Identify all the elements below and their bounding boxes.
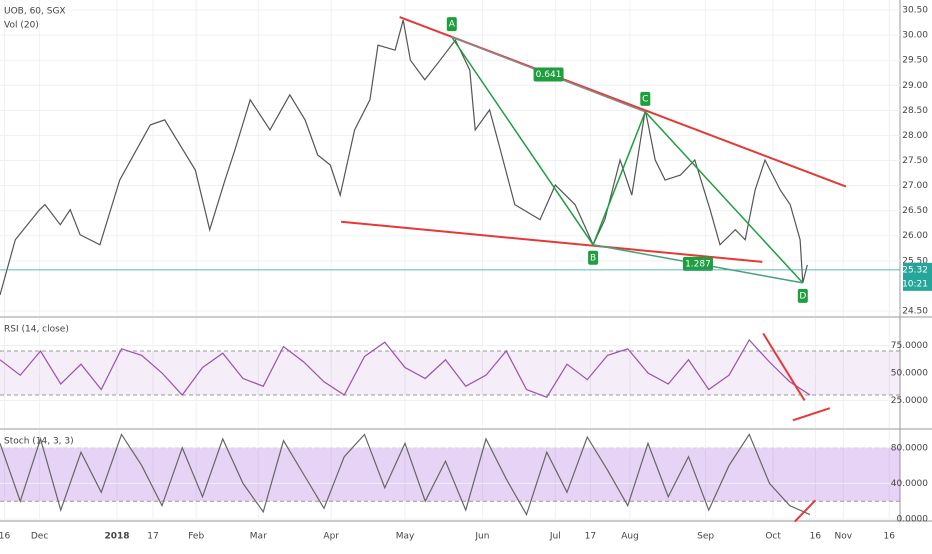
series-line	[0, 433, 811, 517]
pattern-point-label: C	[642, 94, 648, 104]
x-tick-label: Sep	[697, 532, 714, 542]
trendline	[793, 499, 817, 523]
x-tick-label: 16	[810, 532, 822, 542]
y-tick-label: 29.00	[902, 81, 928, 91]
pattern-leg	[592, 111, 646, 246]
x-tick-label: Oct	[765, 532, 781, 542]
ratio-badge	[533, 67, 564, 82]
y-tick-label: 40.0000	[891, 479, 928, 489]
y-tick-label: 28.00	[902, 131, 928, 141]
y-tick-label: 75.0000	[891, 341, 928, 351]
x-tick-label: May	[396, 532, 415, 542]
y-tick-label: 0.0000	[897, 515, 929, 525]
pattern-point-label: D	[799, 291, 806, 301]
x-tick-label: 17	[147, 532, 158, 542]
panel-title: UOB, 60, SGX	[4, 7, 66, 17]
ratio-badge	[682, 256, 713, 271]
last-price-badge	[903, 262, 932, 291]
pattern-leg	[451, 36, 594, 246]
pattern-point-label: A	[449, 20, 456, 30]
panel-title: Stoch (14, 3, 3)	[4, 437, 74, 447]
y-tick-label: 50.0000	[891, 369, 928, 379]
y-tick-label: 29.50	[902, 56, 928, 66]
x-tick-label: 2018	[104, 532, 129, 542]
series-line	[0, 19, 808, 296]
y-tick-label: 24.50	[902, 306, 928, 316]
pattern-leg	[644, 111, 804, 284]
panel-title: RSI (14, close)	[4, 325, 69, 335]
band	[0, 447, 900, 502]
x-tick-label: Feb	[188, 532, 204, 542]
y-tick-label: 25.0000	[891, 396, 928, 406]
y-tick-label: 30.00	[902, 31, 928, 41]
y-tick-label: 30.50	[902, 6, 928, 16]
trendline	[762, 332, 806, 402]
x-tick-label: Dec	[31, 532, 48, 542]
y-tick-label: 27.00	[902, 181, 928, 191]
pattern-point-badge	[588, 250, 599, 265]
pattern-point-badge	[797, 288, 808, 303]
last-price-label: 25.32	[902, 265, 928, 275]
y-tick-label: 27.50	[902, 156, 928, 166]
trendline	[792, 407, 831, 422]
panel-subtitle: Vol (20)	[4, 21, 39, 31]
series-line	[0, 338, 811, 398]
trendline	[341, 220, 763, 263]
x-tick-label: Mar	[250, 532, 267, 542]
y-tick-label: 26.50	[902, 206, 928, 216]
ratio-label: 1.287	[685, 259, 711, 269]
x-tick-label: Aug	[621, 532, 639, 542]
y-tick-label: 80.0000	[891, 443, 928, 453]
x-tick-label: 17	[585, 532, 596, 542]
y-tick-label: 26.00	[902, 231, 928, 241]
y-tick-label: 25.50	[902, 256, 928, 266]
x-tick-label: 16	[883, 532, 895, 542]
ratio-label: 0.641	[536, 70, 562, 80]
x-tick-label: 16	[0, 532, 10, 542]
pattern-point-badge	[446, 17, 457, 32]
pattern-point-badge	[640, 91, 651, 106]
last-time-label: 10:21	[902, 279, 928, 289]
y-tick-label: 28.50	[902, 106, 928, 116]
x-tick-label: Jun	[474, 532, 489, 542]
x-tick-label: Nov	[835, 532, 853, 542]
x-tick-label: Jul	[549, 532, 561, 542]
pattern-point-label: B	[590, 253, 596, 263]
x-tick-label: Apr	[323, 532, 339, 542]
